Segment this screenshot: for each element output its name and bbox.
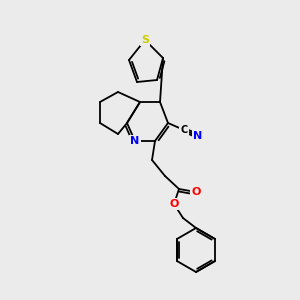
- Text: O: O: [169, 199, 179, 209]
- Text: N: N: [130, 136, 140, 146]
- Text: S: S: [141, 35, 149, 45]
- Text: O: O: [191, 187, 201, 197]
- Text: C: C: [180, 125, 188, 135]
- Text: N: N: [194, 131, 202, 141]
